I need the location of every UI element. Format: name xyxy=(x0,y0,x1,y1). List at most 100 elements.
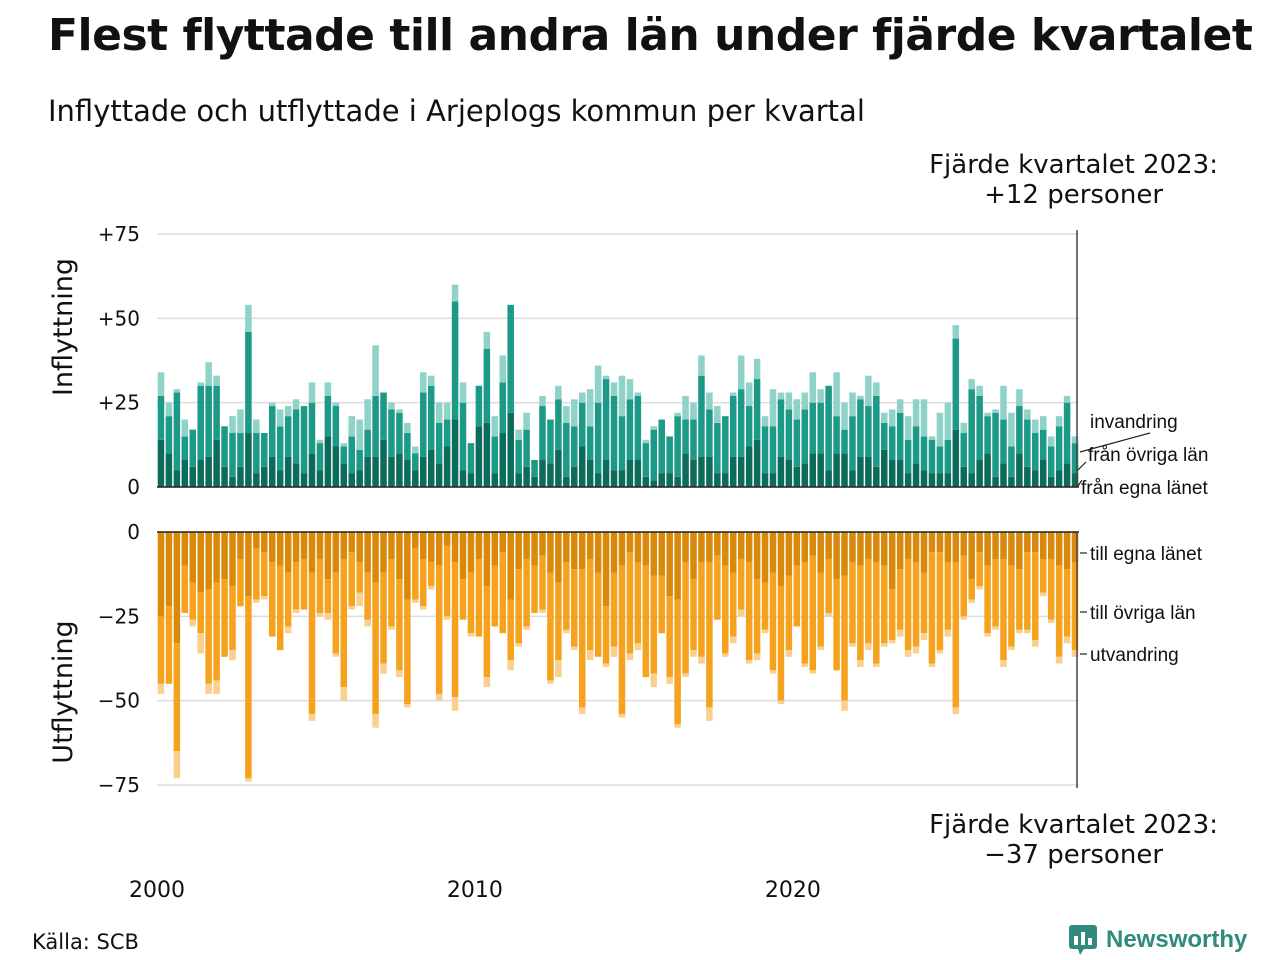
bar-out-utvandring xyxy=(650,673,658,688)
bar-out-egna-lanet xyxy=(984,532,991,566)
bar-out-egna-lanet xyxy=(865,532,872,559)
bar-in-ovriga-lan xyxy=(825,385,832,471)
bar-in-ovriga-lan xyxy=(594,402,602,474)
bar-out-utvandring xyxy=(801,663,809,667)
bar-out-egna-lanet xyxy=(737,532,745,559)
bar-in-ovriga-lan xyxy=(936,446,944,474)
bar-out-egna-lanet xyxy=(873,532,880,563)
bar-in-invandring xyxy=(483,331,491,349)
bar-in-ovriga-lan xyxy=(420,392,427,457)
bar-in-ovriga-lan xyxy=(571,426,578,467)
bar-out-egna-lanet xyxy=(698,532,705,563)
bar-out-utvandring xyxy=(427,585,435,590)
bar-out-egna-lanet xyxy=(197,532,204,593)
bar-out-egna-lanet xyxy=(356,532,363,563)
bar-in-ovriga-lan xyxy=(976,395,983,461)
bar-out-utvandring xyxy=(261,596,268,600)
bar-out-ovriga-lan xyxy=(722,565,729,654)
bar-out-egna-lanet xyxy=(1032,532,1039,553)
bar-in-ovriga-lan xyxy=(324,395,332,437)
bar-out-utvandring xyxy=(841,700,848,711)
bar-in-egna-lanet xyxy=(849,470,856,487)
bar-out-ovriga-lan xyxy=(197,592,204,634)
bar-out-egna-lanet xyxy=(1047,532,1055,559)
bar-in-egna-lanet xyxy=(499,433,507,487)
bar-in-ovriga-lan xyxy=(555,399,562,450)
bar-out-egna-lanet xyxy=(722,532,729,566)
bar-in-egna-lanet xyxy=(1039,460,1047,487)
bar-in-ovriga-lan xyxy=(642,443,650,477)
bar-out-ovriga-lan xyxy=(706,562,713,708)
bar-out-egna-lanet xyxy=(729,532,737,573)
bar-in-ovriga-lan xyxy=(1016,406,1023,454)
bar-in-ovriga-lan xyxy=(698,375,705,457)
bar-in-invandring xyxy=(1047,436,1055,447)
bar-out-ovriga-lan xyxy=(873,562,880,664)
bar-out-utvandring xyxy=(547,680,554,684)
bar-in-egna-lanet xyxy=(459,470,467,487)
bar-in-ovriga-lan xyxy=(650,429,658,481)
bar-out-utvandring xyxy=(292,609,300,613)
bar-out-egna-lanet xyxy=(332,532,340,573)
bar-in-egna-lanet xyxy=(364,456,371,487)
bar-out-ovriga-lan xyxy=(1008,565,1015,647)
bar-in-ovriga-lan xyxy=(578,402,586,447)
bar-in-ovriga-lan xyxy=(777,399,785,457)
bar-in-ovriga-lan xyxy=(992,412,999,477)
bar-in-ovriga-lan xyxy=(205,385,212,457)
bar-in-invandring xyxy=(881,412,888,423)
bar-in-invandring xyxy=(459,382,467,403)
bar-out-egna-lanet xyxy=(443,532,451,546)
bar-in-invandring xyxy=(698,355,705,376)
bar-in-egna-lanet xyxy=(372,456,379,487)
bar-in-ovriga-lan xyxy=(586,426,594,461)
bar-out-egna-lanet xyxy=(213,532,220,583)
bar-in-invandring xyxy=(960,422,968,434)
bar-in-invandring xyxy=(396,409,403,413)
bar-out-egna-lanet xyxy=(435,532,443,566)
bar-in-ovriga-lan xyxy=(793,419,801,467)
bar-out-ovriga-lan xyxy=(745,562,753,661)
bar-in-egna-lanet xyxy=(578,446,586,487)
bar-out-egna-lanet xyxy=(817,532,824,573)
bar-out-egna-lanet xyxy=(658,532,665,576)
bar-in-invandring xyxy=(634,392,642,396)
bar-out-egna-lanet xyxy=(1055,532,1063,566)
bar-in-egna-lanet xyxy=(308,453,316,487)
bar-out-utvandring xyxy=(1055,656,1063,664)
bar-in-invandring xyxy=(316,439,324,444)
bar-out-utvandring xyxy=(173,751,181,779)
bar-in-ovriga-lan xyxy=(737,389,745,457)
bar-in-invandring xyxy=(833,372,840,417)
bar-out-egna-lanet xyxy=(268,532,276,563)
bar-out-ovriga-lan xyxy=(968,579,975,600)
bar-in-ovriga-lan xyxy=(952,338,960,430)
bar-out-ovriga-lan xyxy=(571,569,578,647)
bar-in-ovriga-lan xyxy=(761,426,769,474)
bar-in-ovriga-lan xyxy=(340,446,348,464)
bar-out-utvandring xyxy=(380,663,387,674)
bar-in-ovriga-lan xyxy=(833,416,840,454)
bar-in-ovriga-lan xyxy=(674,416,681,477)
bar-in-egna-lanet xyxy=(904,473,912,487)
bar-out-utvandring xyxy=(809,670,816,674)
bar-out-utvandring xyxy=(340,687,348,701)
bar-out-ovriga-lan xyxy=(841,575,848,701)
bar-in-invandring xyxy=(706,392,713,410)
bar-in-egna-lanet xyxy=(181,460,189,487)
bar-out-utvandring xyxy=(555,660,562,678)
bar-out-ovriga-lan xyxy=(348,552,355,607)
bar-out-utvandring xyxy=(1063,636,1071,644)
bar-in-ovriga-lan xyxy=(380,392,387,440)
bar-in-egna-lanet xyxy=(205,456,212,487)
bar-out-egna-lanet xyxy=(976,532,983,553)
bar-in-ovriga-lan xyxy=(920,436,928,471)
bar-in-egna-lanet xyxy=(571,466,578,487)
legend-label: utvandring xyxy=(1090,645,1179,666)
bar-out-egna-lanet xyxy=(896,532,904,570)
bar-in-invandring xyxy=(968,379,975,390)
bar-in-invandring xyxy=(904,416,912,440)
bar-out-ovriga-lan xyxy=(507,599,514,661)
bar-out-ovriga-lan xyxy=(483,585,491,678)
bar-in-egna-lanet xyxy=(793,466,801,487)
